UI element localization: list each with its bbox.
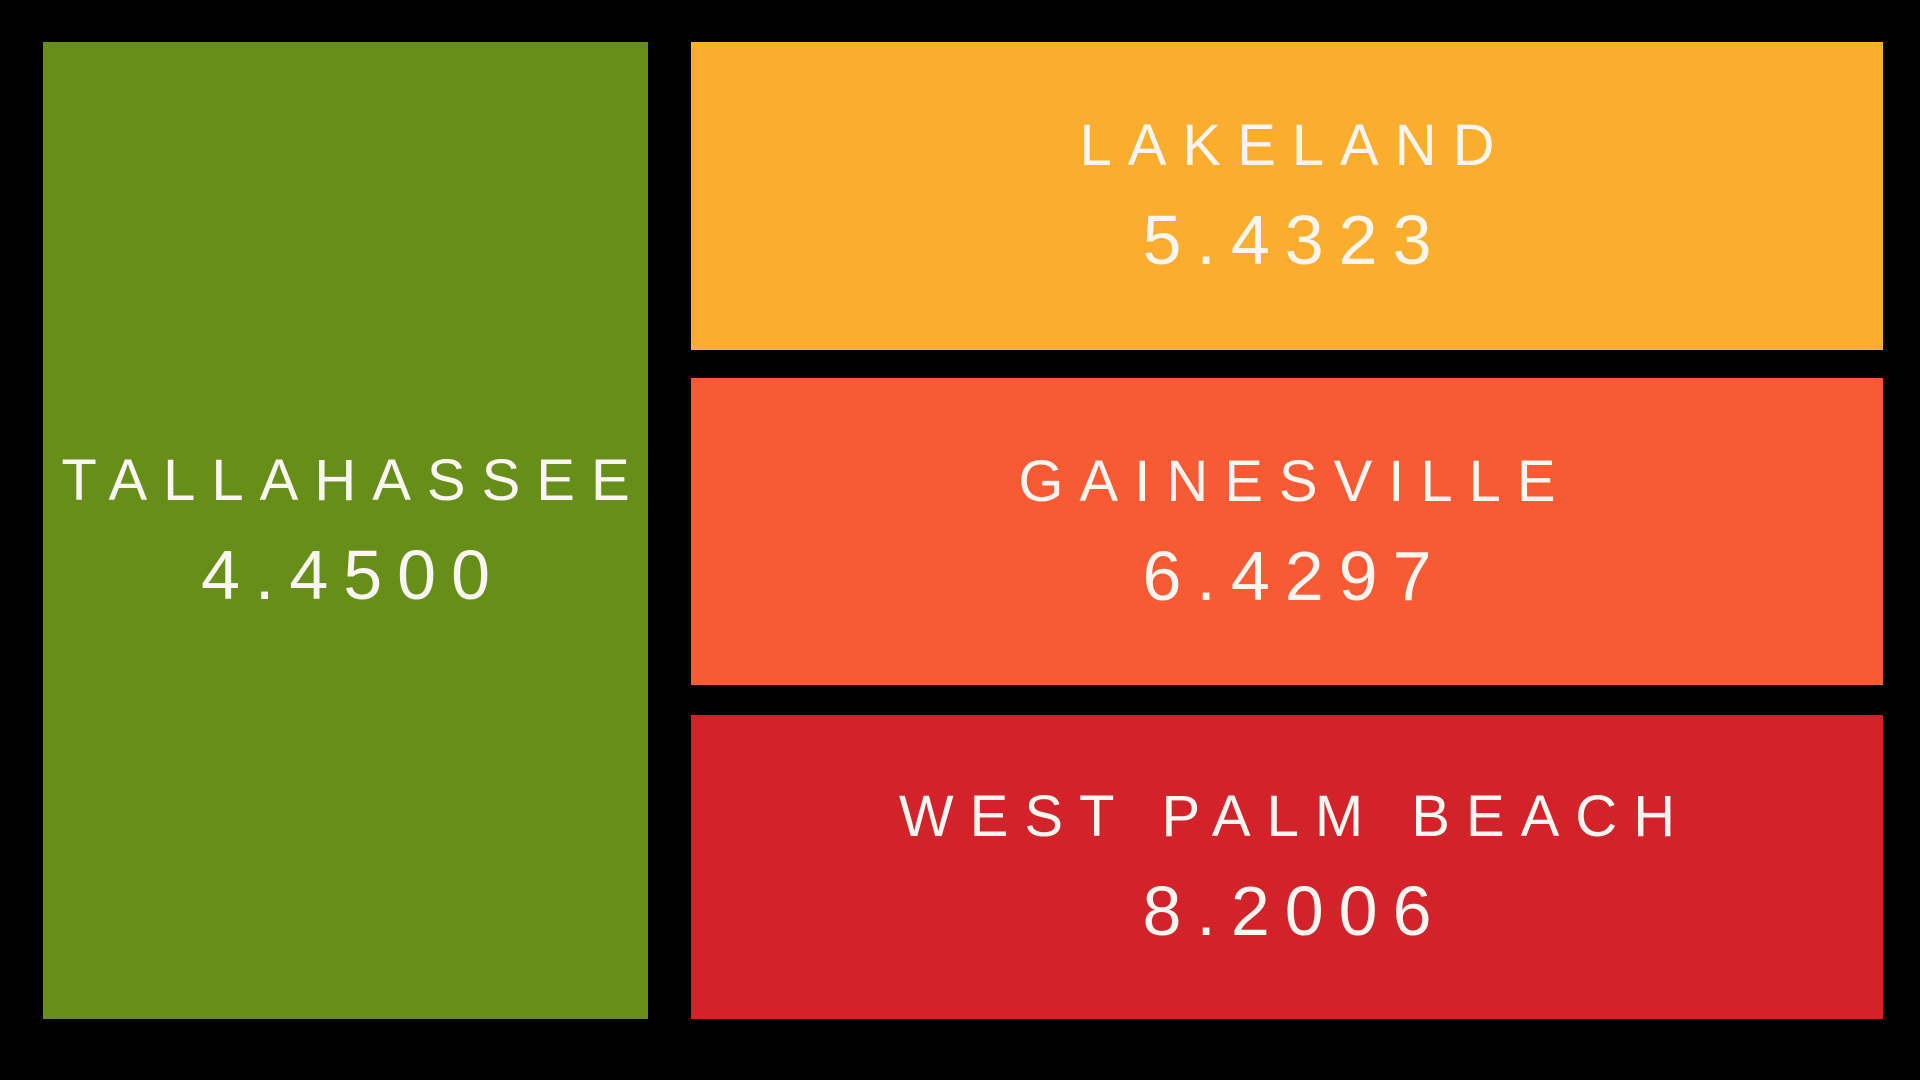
tile-tallahassee[interactable]: TALLAHASSEE 4.4500 — [43, 42, 648, 1019]
tile-value-label: 4.4500 — [200, 535, 506, 614]
tile-city-label: GAINESVILLE — [1018, 448, 1572, 514]
tile-west-palm-beach[interactable]: WEST PALM BEACH 8.2006 — [691, 715, 1883, 1019]
tile-gainesville[interactable]: GAINESVILLE 6.4297 — [691, 378, 1883, 685]
tile-city-label: LAKELAND — [1079, 113, 1511, 178]
tile-value-label: 6.4297 — [1142, 536, 1447, 615]
tile-value-label: 8.2006 — [1142, 872, 1447, 950]
tile-lakeland[interactable]: LAKELAND 5.4323 — [691, 42, 1883, 350]
tile-value-label: 5.4323 — [1142, 201, 1447, 279]
tile-city-label: TALLAHASSEE — [61, 447, 646, 513]
tile-city-label: WEST PALM BEACH — [898, 784, 1692, 849]
